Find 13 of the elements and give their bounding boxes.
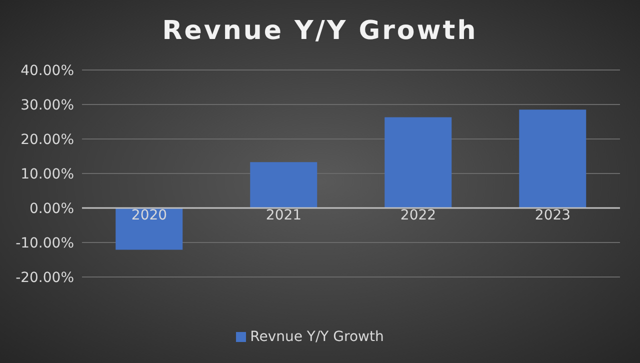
y-tick-label: -20.00% <box>16 270 74 286</box>
y-tick-label: -10.00% <box>16 235 74 252</box>
y-tick-label: 0.00% <box>30 200 74 217</box>
x-tick-label: 2022 <box>400 207 436 224</box>
y-tick-label: 40.00% <box>20 62 74 79</box>
chart-title: Revnue Y/Y Growth <box>161 16 479 46</box>
legend-label: Revnue Y/Y Growth <box>250 329 384 345</box>
x-tick-label: 2020 <box>131 207 168 224</box>
x-tick-label: 2023 <box>534 207 571 224</box>
y-tick-label: 30.00% <box>20 97 74 114</box>
y-tick-label: 20.00% <box>20 132 74 148</box>
x-tick-label: 2021 <box>266 207 302 224</box>
y-tick-label: 10.00% <box>20 166 74 182</box>
